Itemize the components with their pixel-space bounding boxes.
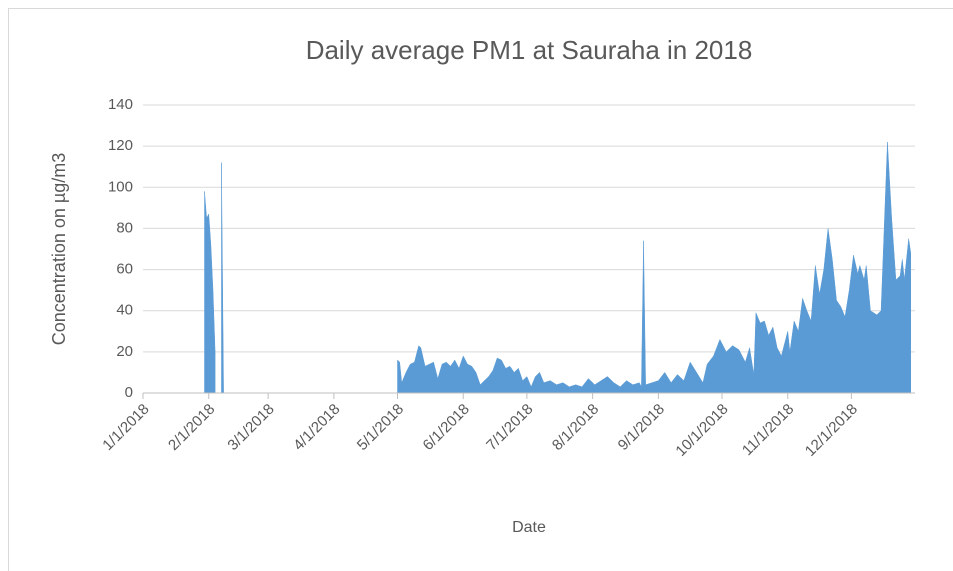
chart-border — [8, 8, 953, 571]
y-tick-label: 20 — [116, 343, 133, 360]
y-tick-label: 80 — [116, 219, 133, 236]
chart-title: Daily average PM1 at Sauraha in 2018 — [306, 35, 753, 65]
y-tick-label: 100 — [108, 178, 133, 195]
y-axis-label: Concentration on µg/m3 — [49, 153, 69, 345]
x-tick-label: 4/1/2018 — [290, 401, 343, 454]
x-tick-label: 1/1/2018 — [99, 401, 152, 454]
x-tick-label: 6/1/2018 — [420, 401, 473, 454]
x-axis-label: Date — [512, 519, 546, 536]
x-tick-label: 12/1/2018 — [802, 401, 861, 460]
area — [204, 191, 216, 394]
x-tick-label: 5/1/2018 — [354, 401, 407, 454]
x-tick-label: 7/1/2018 — [483, 401, 536, 454]
x-tick-label: 8/1/2018 — [549, 401, 602, 454]
y-tick-label: 0 — [125, 384, 133, 401]
x-tick-label: 3/1/2018 — [224, 401, 277, 454]
x-tick-label: 11/1/2018 — [739, 401, 797, 459]
x-tick-label: 10/1/2018 — [672, 401, 731, 460]
x-tick-label: 9/1/2018 — [615, 401, 668, 454]
y-tick-label: 140 — [108, 96, 133, 113]
y-tick-label: 40 — [116, 302, 133, 319]
area — [221, 162, 224, 394]
y-tick-label: 120 — [108, 137, 133, 154]
x-tick-label: 2/1/2018 — [165, 401, 218, 454]
y-tick-label: 60 — [116, 261, 133, 278]
area — [397, 142, 912, 394]
